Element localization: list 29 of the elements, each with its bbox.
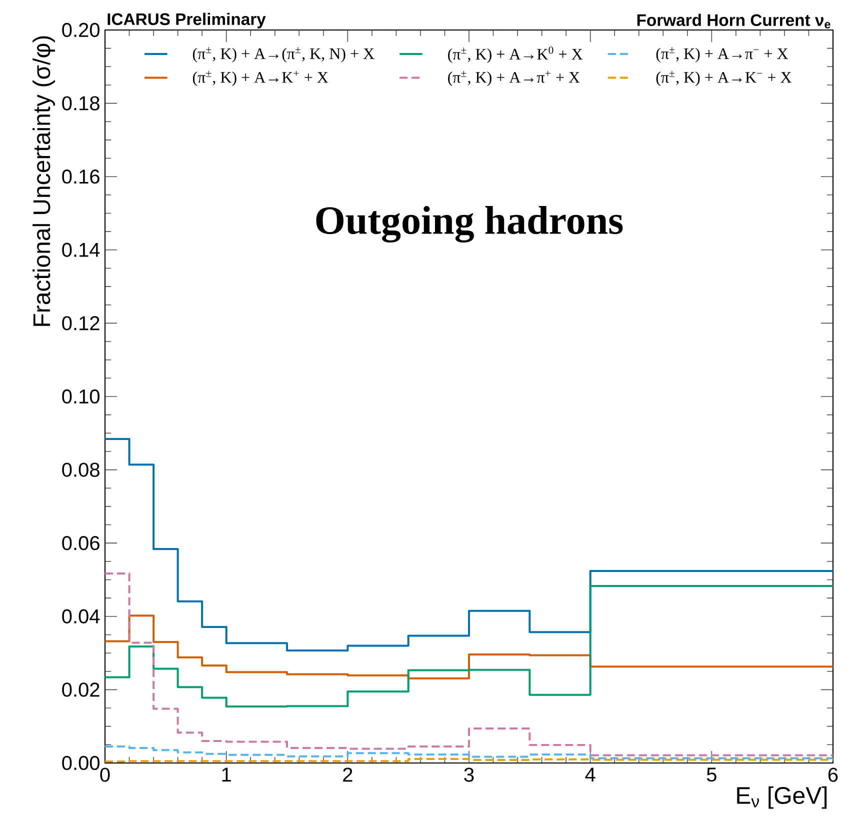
y-tick-label: 0.06 xyxy=(62,536,100,550)
x-tick-label: 6 xyxy=(828,768,838,782)
legend-label: (π$^{±}$, K) + A→(π$^{±}$, K, N) + X xyxy=(192,47,374,62)
y-tick-label: 0.04 xyxy=(62,609,100,624)
legend-label: (π$^{±}$, K) + A→π$^{+}$ + X xyxy=(448,70,580,86)
y-tick-label: 0.02 xyxy=(62,682,100,697)
chart-subtitle: Forward Horn Current ν$_{e}$ xyxy=(637,14,830,28)
x-tick-label: 4 xyxy=(585,768,596,782)
legend-label: (π$^{±}$, K) + A→K$^{0}$ + X xyxy=(448,46,583,63)
annotation: Outgoing hadrons xyxy=(316,206,623,243)
y-tick-label: 0.00 xyxy=(62,756,100,770)
y-tick-label: 0.14 xyxy=(62,242,100,257)
x-tick-label: 3 xyxy=(464,768,474,782)
y-tick-label: 0.08 xyxy=(62,462,100,477)
legend-label: (π$^{±}$, K) + A→K$^{−}$ + X xyxy=(656,70,792,86)
x-tick-label: 0 xyxy=(100,768,110,782)
x-tick-label: 2 xyxy=(343,768,352,782)
chart-title: ICARUS Preliminary xyxy=(108,12,266,28)
x-axis-title: E$_{ν}$ [GeV] xyxy=(737,786,827,809)
legend-label: (π$^{±}$, K) + A→π$^{−}$ + X xyxy=(656,47,788,62)
y-axis-title: Fractional Uncertainty (σ/φ) xyxy=(32,36,55,326)
y-tick-label: 0.20 xyxy=(62,22,100,38)
x-tick-label: 5 xyxy=(706,768,716,782)
y-tick-label: 0.16 xyxy=(62,170,100,184)
y-tick-label: 0.12 xyxy=(62,316,100,330)
x-tick-label: 1 xyxy=(222,768,231,782)
y-tick-label: 0.18 xyxy=(62,96,100,110)
legend-label: (π$^{±}$, K) + A→K$^{+}$ + X xyxy=(192,70,328,86)
y-tick-label: 0.10 xyxy=(62,389,100,404)
